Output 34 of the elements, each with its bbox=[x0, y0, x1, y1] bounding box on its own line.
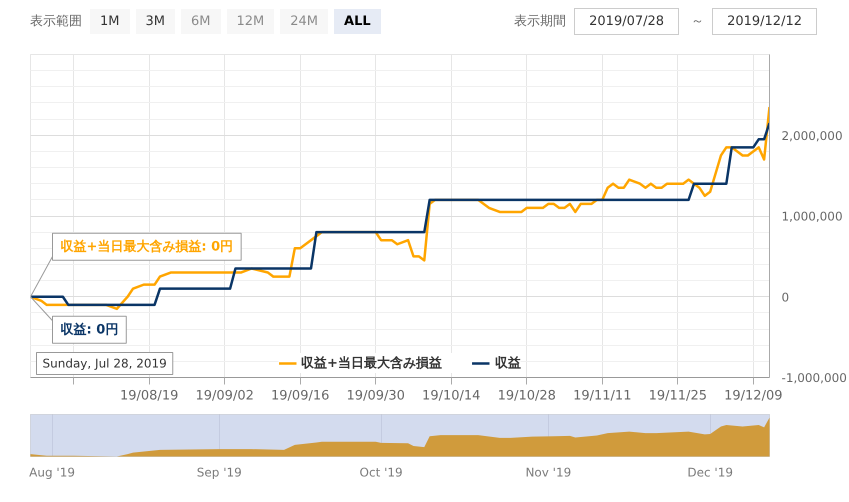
y-tick-label: 1,000,000 bbox=[782, 210, 843, 224]
x-tick-label: 19/09/16 bbox=[271, 388, 330, 404]
text: 24M bbox=[280, 8, 328, 34]
text: 2019/12/12 bbox=[712, 8, 817, 35]
text: 1M bbox=[90, 8, 130, 34]
annotation: 収益: 0円 bbox=[60, 322, 118, 338]
annotation: Sunday, Jul 28, 2019 bbox=[42, 356, 167, 370]
x-tick-label: Nov '19 bbox=[525, 466, 572, 480]
y-tick-label: 2,000,000 bbox=[782, 128, 843, 143]
text: ～ bbox=[691, 12, 704, 31]
y-tick-label: -1,000,000 bbox=[782, 371, 847, 385]
x-tick-label: 19/11/25 bbox=[648, 388, 707, 404]
text: 表示期間 bbox=[514, 12, 566, 31]
x-tick-label: Sep '19 bbox=[196, 466, 242, 480]
x-tick-label: Oct '19 bbox=[360, 466, 403, 480]
text: 表示範囲 bbox=[30, 12, 82, 31]
x-tick-label: 19/08/19 bbox=[120, 388, 178, 404]
x-tick-label: Aug '19 bbox=[29, 466, 75, 480]
x-tick-label: 19/11/11 bbox=[573, 388, 632, 404]
x-tick-label: 19/09/30 bbox=[346, 388, 405, 404]
legend-label: 収益 bbox=[494, 355, 521, 372]
text: 2019/07/28 bbox=[574, 8, 680, 35]
x-tick-label: Dec '19 bbox=[687, 466, 733, 480]
legend-label: 収益+当日最大含み損益 bbox=[301, 355, 442, 372]
x-tick-label: 19/12/09 bbox=[724, 388, 783, 404]
x-tick-label: 19/10/14 bbox=[422, 388, 480, 404]
text: 3M bbox=[136, 8, 175, 34]
text: 6M bbox=[181, 8, 220, 34]
x-tick-label: 19/09/02 bbox=[195, 388, 254, 404]
x-tick-label: 19/10/28 bbox=[498, 388, 556, 404]
annotation: 収益+当日最大含み損益: 0円 bbox=[60, 238, 234, 254]
y-tick-label: 0 bbox=[782, 290, 790, 304]
text: ALL bbox=[334, 8, 381, 34]
text: 12M bbox=[226, 8, 274, 34]
